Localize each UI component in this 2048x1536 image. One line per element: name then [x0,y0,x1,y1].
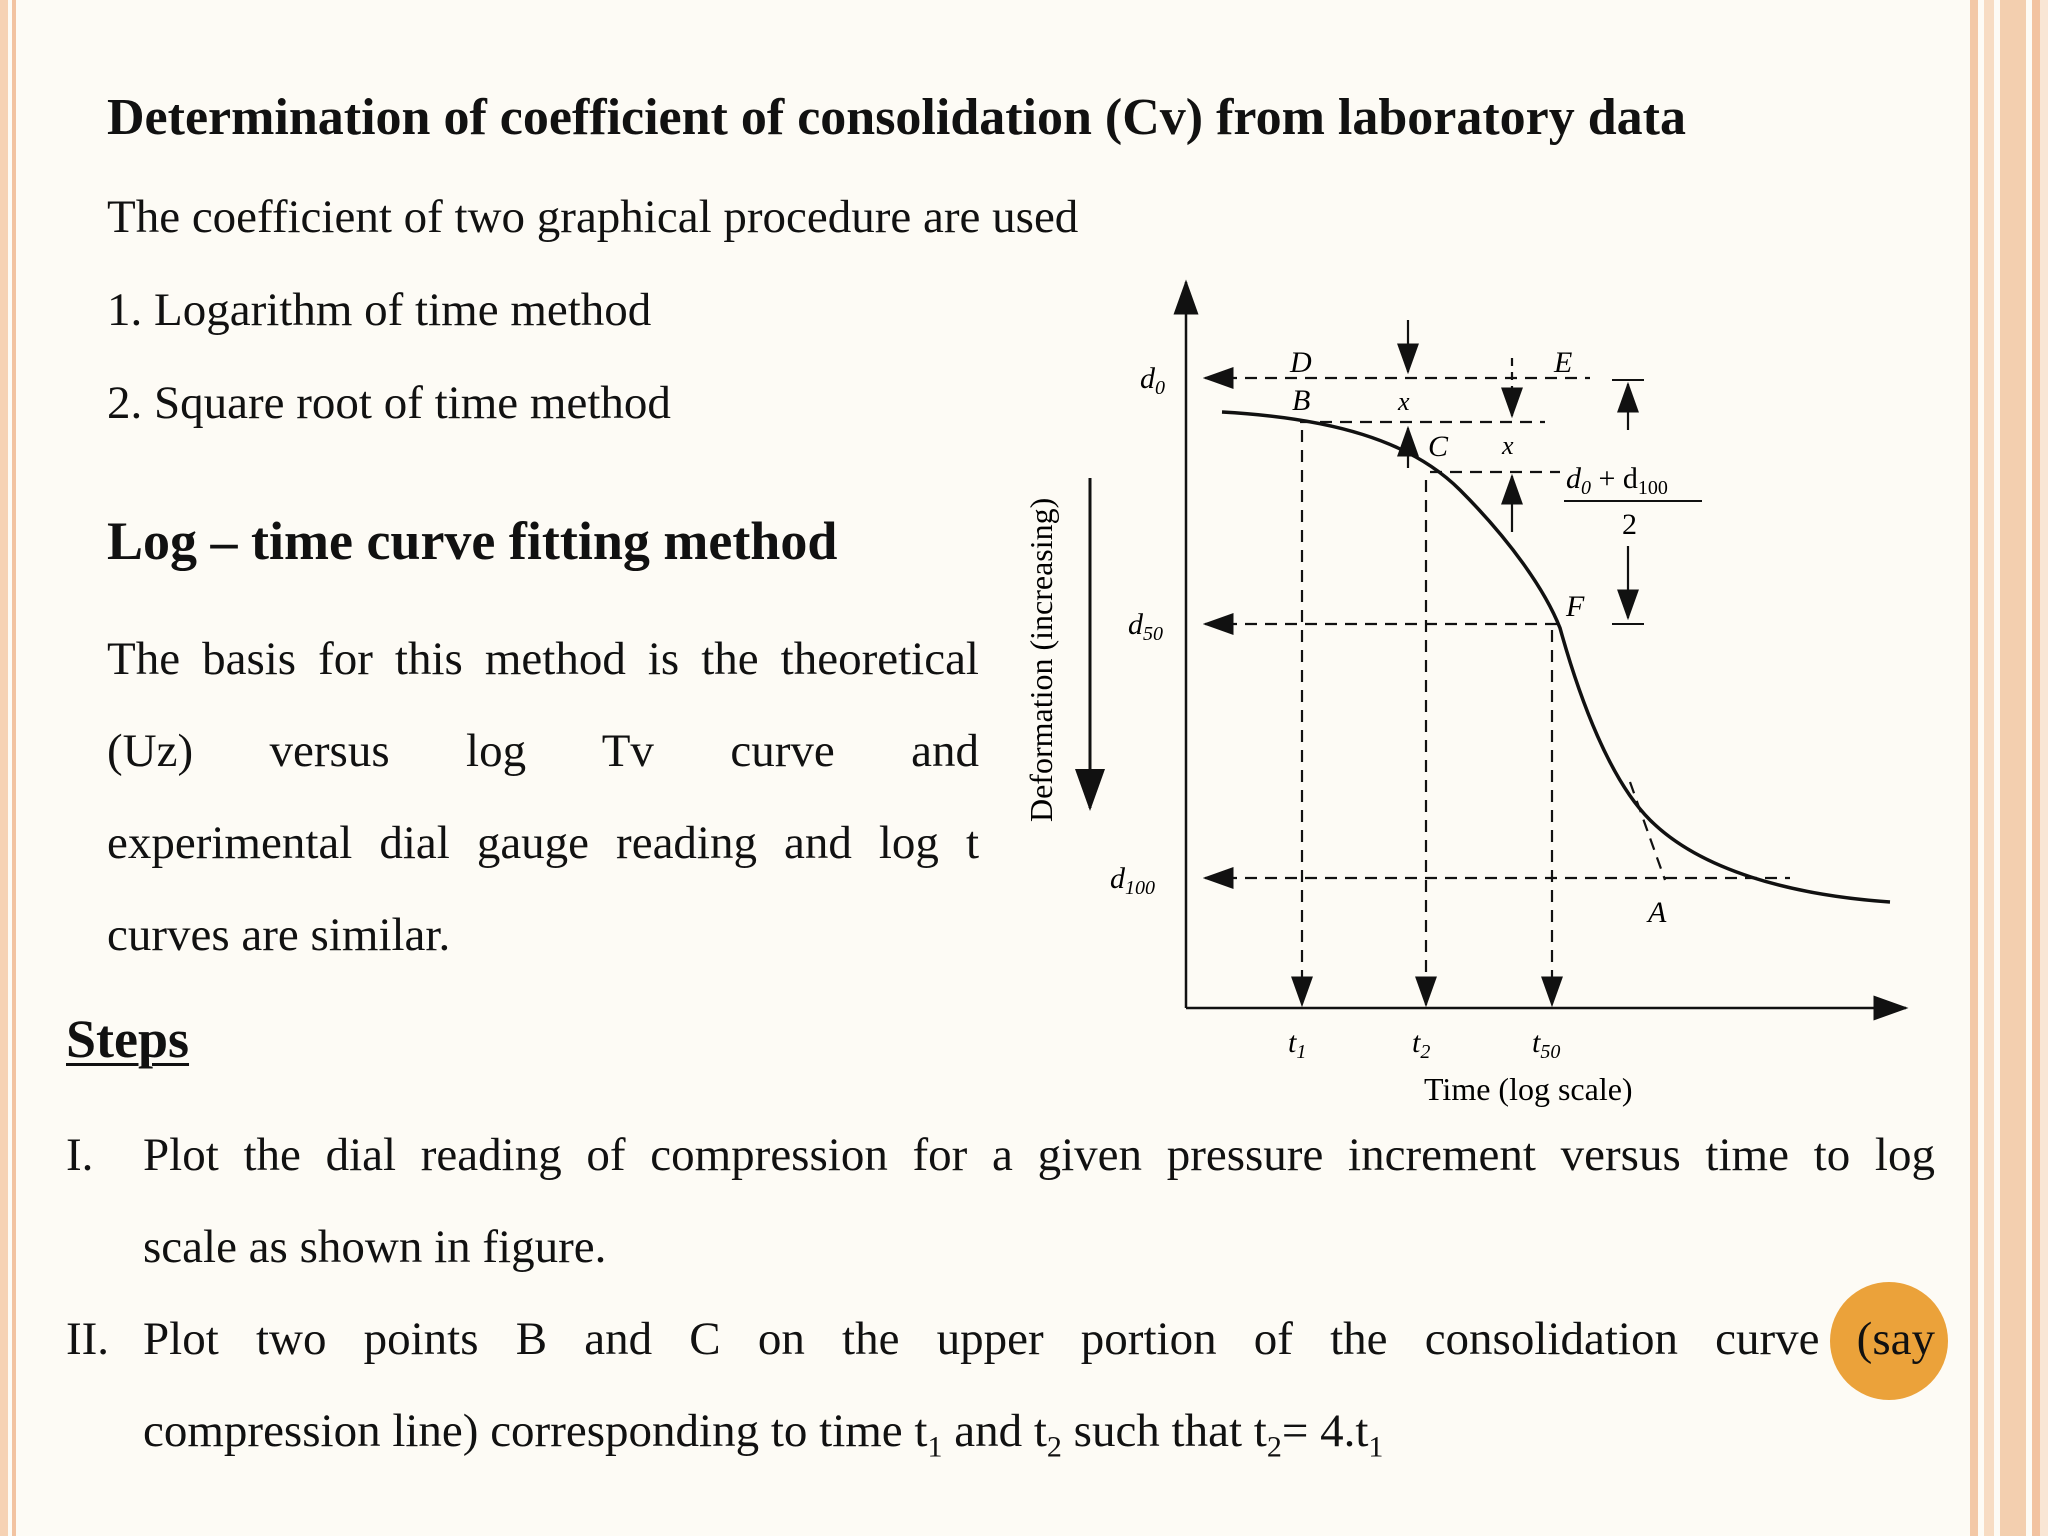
method-item-1: 1. Logarithm of time method [107,284,652,336]
step-2-number: II. [66,1313,110,1365]
x-axis-label: Time (log scale) [1424,1071,1633,1107]
section-heading: Log – time curve fitting method [107,511,838,571]
cursor-highlight [1830,1282,1948,1400]
point-D: D [1289,346,1312,379]
tick-d100: d100 [1110,862,1155,899]
point-F: F [1565,590,1585,623]
step-1-number: I. [66,1129,94,1181]
tick-t2: t2 [1412,1026,1430,1063]
step-2-line-1: Plot two points B and C on the upper por… [143,1313,1935,1365]
tangent-line [1628,781,1667,881]
y-axis-label: Deformation (increasing) [1023,498,1059,822]
slide-border-right [1970,0,2048,1536]
point-A: A [1646,896,1667,929]
paragraph-line-1: The basis for this method is the theoret… [107,633,979,685]
point-B: B [1292,384,1310,417]
consolidation-curve [1221,410,1891,904]
steps-heading: Steps [66,1009,190,1069]
step-1-line-2: scale as shown in figure. [143,1221,607,1273]
point-C: C [1428,430,1449,463]
tick-t50: t50 [1532,1026,1560,1063]
method-item-2: 2. Square root of time method [107,377,671,429]
tick-d50: d50 [1128,608,1163,645]
label-x-2: x [1501,431,1514,460]
point-E: E [1553,346,1572,379]
paragraph-line-2: (Uz) versus log Tv curve and [107,725,979,777]
slide-border-left [0,0,26,1536]
paragraph-line-4: curves are similar. [107,909,451,961]
annotation-numerator: d0 + d100 [1566,462,1668,499]
label-x-1: x [1397,387,1410,416]
slide-title: Determination of coefficient of consolid… [107,89,1686,146]
tick-d0: d0 [1140,362,1165,399]
step-2-line-2: compression line) corresponding to time … [143,1405,1384,1464]
tick-t1: t1 [1288,1026,1306,1063]
intro-text: The coefficient of two graphical procedu… [107,191,1079,243]
annotation-denominator: 2 [1622,508,1637,541]
step-1-line-1: Plot the dial reading of compression for… [143,1129,1935,1181]
paragraph-line-3: experimental dial gauge reading and log … [107,817,979,869]
